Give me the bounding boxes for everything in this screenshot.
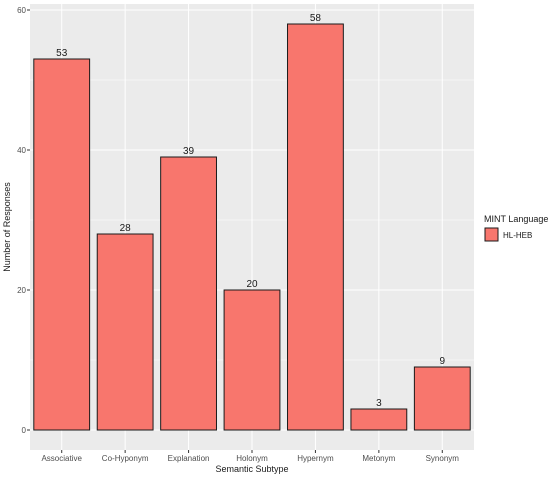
x-tick-label-associative: Associative — [41, 454, 82, 463]
bar-holonym — [223, 289, 281, 431]
bars — [33, 23, 471, 431]
data-label-explanation: 39 — [183, 146, 195, 157]
bar-synonym — [413, 366, 471, 431]
legend-title: MINT Language — [484, 214, 548, 224]
data-label-hypernym: 58 — [310, 13, 322, 24]
bar-metonym — [350, 408, 408, 431]
y-axis-title: Number of Responses — [2, 182, 12, 272]
legend: MINT Language HL-HEB — [484, 214, 548, 242]
x-tick-label-metonym: Metonym — [362, 454, 395, 463]
data-label-associative: 53 — [56, 48, 68, 59]
data-label-holonym: 20 — [246, 279, 258, 290]
data-label-metonym: 3 — [376, 398, 382, 409]
y-axis: 0 20 40 60 — [17, 6, 30, 435]
bar-associative — [33, 58, 91, 431]
legend-label-hl-heb: HL-HEB — [503, 231, 532, 240]
data-label-co-hyponym: 28 — [120, 223, 132, 234]
x-axis-title: Semantic Subtype — [215, 464, 288, 474]
x-tick-label-co-hyponym: Co-Hyponym — [102, 454, 149, 463]
x-tick-label-hypernym: Hypernym — [297, 454, 334, 463]
bar-co-hyponym — [96, 233, 154, 431]
x-tick-label-synonym: Synonym — [426, 454, 460, 463]
y-tick-label: 20 — [17, 286, 26, 295]
data-label-synonym: 9 — [440, 356, 446, 367]
x-tick-label-holonym: Holonym — [236, 454, 268, 463]
bar-hypernym — [287, 23, 344, 431]
x-axis: Associative Co-Hyponym Explanation Holonym H… — [41, 450, 459, 463]
legend-key-hl-heb — [484, 227, 499, 242]
x-tick-label-explanation: Explanation — [168, 454, 210, 463]
y-tick-label: 60 — [17, 6, 26, 15]
y-tick-label: 40 — [17, 146, 26, 155]
y-tick-label: 0 — [22, 426, 27, 435]
bar-explanation — [160, 156, 217, 431]
